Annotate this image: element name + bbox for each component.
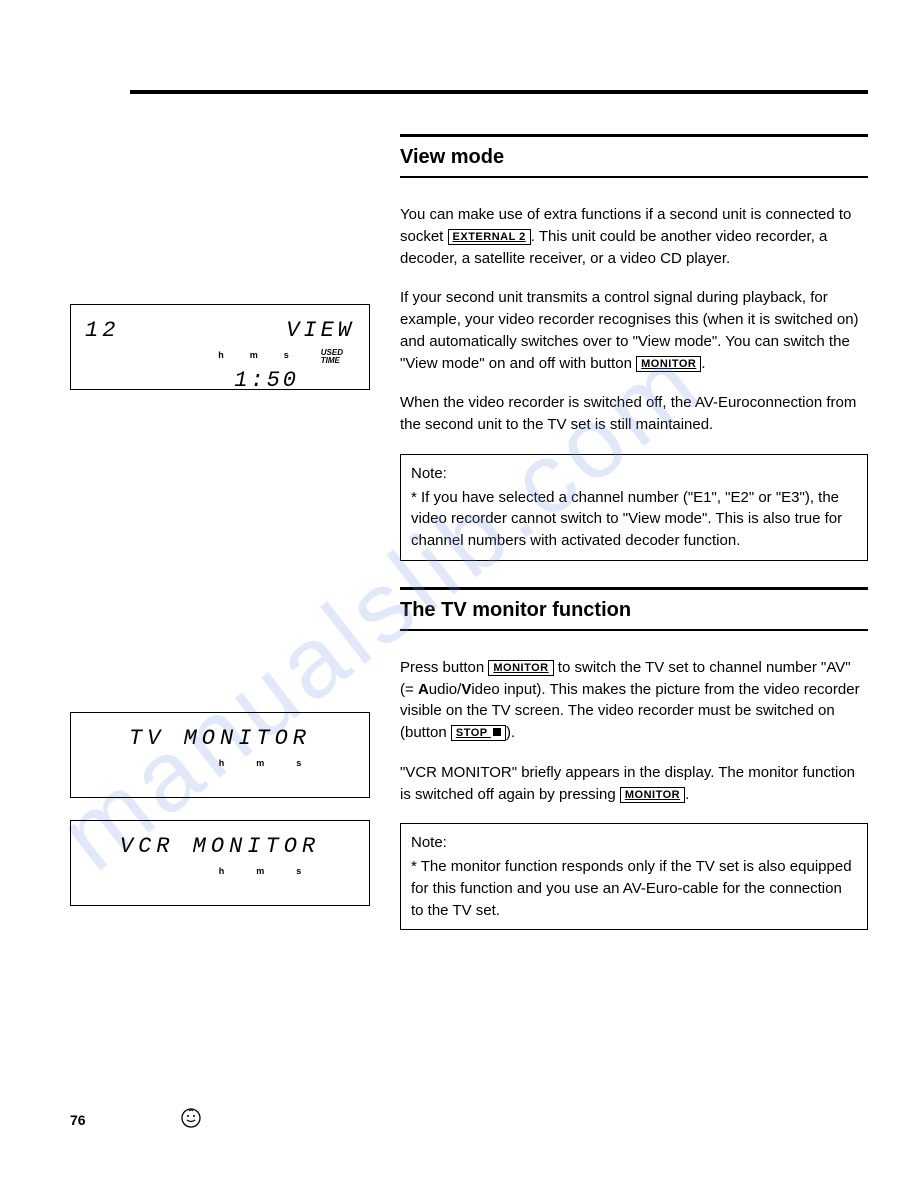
top-rule <box>130 90 868 94</box>
lcd-display-tv-monitor: TV MONITOR h m s <box>70 712 370 798</box>
paragraph: You can make use of extra functions if a… <box>400 204 868 269</box>
display-h-label: h <box>219 757 225 770</box>
note-box: Note: * The monitor function responds on… <box>400 823 868 930</box>
section-title-tv-monitor: The TV monitor function <box>400 596 868 631</box>
left-column: 12 VIEW h m s USEDTIME 1:50 TV MONITOR h… <box>70 134 370 956</box>
section-rule <box>400 134 868 137</box>
display-main-text: VCR MONITOR <box>85 831 355 863</box>
note-body: * If you have selected a channel number … <box>411 487 857 552</box>
display-m-label: m <box>250 349 258 365</box>
section-rule <box>400 587 868 590</box>
right-column: View mode You can make use of extra func… <box>400 134 868 956</box>
stop-button-label: STOP <box>451 725 506 741</box>
external-2-button-label: EXTERNAL 2 <box>448 229 531 245</box>
display-h-label: h <box>218 349 224 365</box>
display-m-label: m <box>256 865 264 878</box>
note-body: * The monitor function responds only if … <box>411 856 857 921</box>
note-label: Note: <box>411 463 857 485</box>
display-m-label: m <box>256 757 264 770</box>
page-number: 76 <box>70 1110 86 1130</box>
display-channel: 12 <box>85 315 119 347</box>
note-box: Note: * If you have selected a channel n… <box>400 454 868 561</box>
paragraph: "VCR MONITOR" briefly appears in the dis… <box>400 762 868 806</box>
section-title-view-mode: View mode <box>400 143 868 178</box>
monitor-button-label: MONITOR <box>488 660 553 676</box>
paragraph: When the video recorder is switched off,… <box>400 392 868 436</box>
display-s-label: s <box>284 349 289 365</box>
display-time: 1:50 <box>85 365 355 397</box>
display-h-label: h <box>219 865 225 878</box>
footer-face-icon <box>180 1107 202 1136</box>
monitor-button-label: MONITOR <box>636 356 701 372</box>
display-main-text: VIEW <box>286 315 355 347</box>
display-s-label: s <box>296 865 301 878</box>
paragraph: Press button MONITOR to switch the TV se… <box>400 657 868 744</box>
lcd-display-vcr-monitor: VCR MONITOR h m s <box>70 820 370 906</box>
display-s-label: s <box>296 757 301 770</box>
display-main-text: TV MONITOR <box>85 723 355 755</box>
lcd-display-view: 12 VIEW h m s USEDTIME 1:50 <box>70 304 370 390</box>
monitor-button-label: MONITOR <box>620 787 685 803</box>
display-used-time-label: USEDTIME <box>321 349 343 365</box>
stop-icon <box>493 728 501 736</box>
note-label: Note: <box>411 832 857 854</box>
paragraph: If your second unit transmits a control … <box>400 287 868 374</box>
